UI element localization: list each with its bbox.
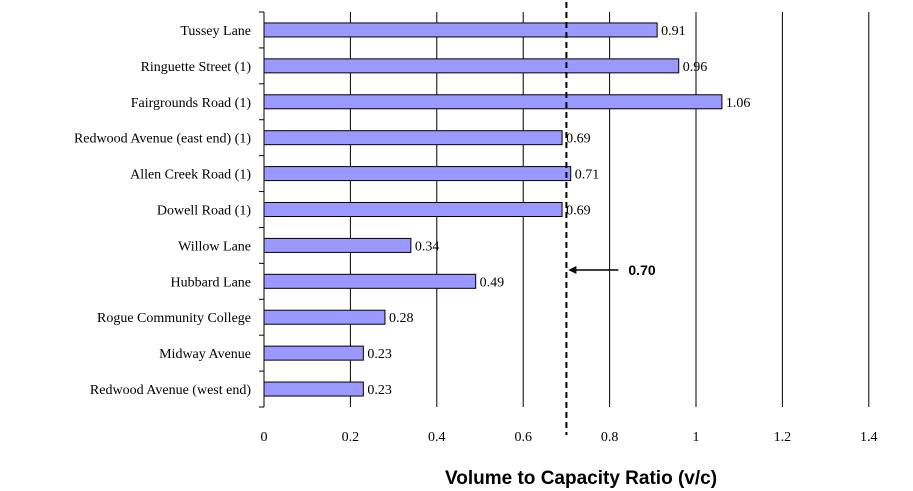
category-label: Fairgrounds Road (1) — [131, 96, 252, 111]
data-labels: 0.91 0.96 1.06 0.69 0.71 0.69 0.34 0.49 0.28 0.23… — [367, 24, 750, 398]
x-tick-labels: 0 0.2 0.4 0.6 0.8 1 1.2 1.4 — [261, 430, 878, 445]
x-tick-label: 1.4 — [860, 430, 878, 445]
bars — [263, 22, 723, 397]
data-label: 0.71 — [575, 168, 600, 183]
reference-label: 0.70 — [628, 262, 655, 278]
bar — [263, 273, 477, 289]
category-labels: Tussey Lane Ringuette Street (1) Fairgroun… — [74, 24, 251, 398]
axes — [259, 11, 265, 408]
category-label: Redwood Avenue (west end) — [90, 383, 251, 398]
bar — [263, 237, 412, 253]
category-label: Dowell Road (1) — [157, 204, 251, 219]
category-label: Midway Avenue — [159, 347, 251, 362]
x-tick-label: 1.2 — [774, 430, 792, 445]
bar — [263, 22, 658, 38]
category-label: Willow Lane — [178, 239, 251, 254]
bar — [263, 202, 563, 217]
x-tick-label: 0.6 — [514, 430, 532, 445]
category-label: Tussey Lane — [180, 24, 251, 39]
data-label: 0.91 — [661, 24, 686, 39]
x-tick-label: 1 — [693, 430, 700, 445]
x-tick-label: 0 — [261, 430, 268, 445]
data-label: 0.23 — [367, 383, 392, 398]
bar — [263, 94, 723, 110]
x-tick-label: 0.2 — [342, 430, 360, 445]
x-tick-label: 0.4 — [428, 430, 446, 445]
data-label: 0.69 — [566, 132, 591, 147]
bar — [263, 130, 563, 146]
data-label: 0.34 — [415, 239, 440, 254]
category-label: Redwood Avenue (east end) (1) — [74, 132, 251, 147]
bar — [263, 166, 572, 182]
data-label: 0.69 — [566, 204, 591, 219]
category-label: Rogue Community College — [97, 311, 251, 326]
bar — [263, 309, 386, 325]
category-label: Hubbard Lane — [171, 275, 251, 290]
bar — [263, 381, 364, 397]
data-label: 0.96 — [683, 60, 708, 75]
category-label: Ringuette Street (1) — [141, 60, 252, 75]
data-label: 0.23 — [367, 347, 392, 362]
data-label: 0.28 — [389, 311, 414, 326]
x-axis-title: Volume to Capacity Ratio (v/c) — [445, 468, 717, 489]
data-label: 0.49 — [480, 275, 505, 290]
reference-arrowhead — [568, 266, 577, 274]
bar — [263, 345, 364, 361]
bar — [263, 58, 680, 74]
category-label: Allen Creek Road (1) — [130, 168, 251, 183]
reference-line-group: 0.70 — [565, 2, 656, 435]
data-label: 1.06 — [726, 96, 751, 111]
x-tick-label: 0.8 — [601, 430, 619, 445]
